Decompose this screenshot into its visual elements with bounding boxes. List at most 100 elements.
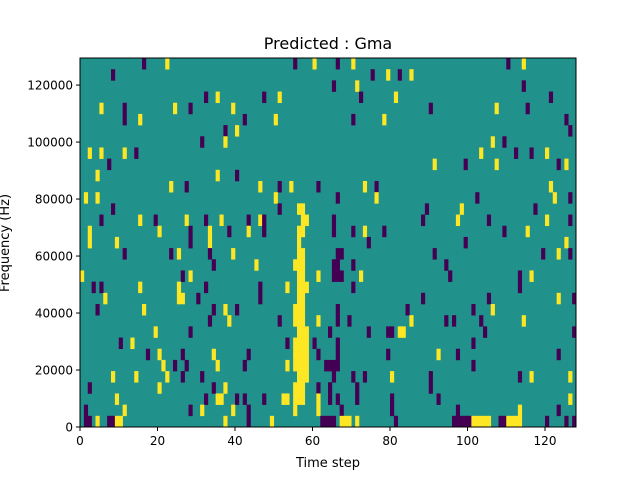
heatmap-cell	[564, 236, 569, 249]
heatmap-cell	[556, 292, 561, 305]
heatmap-cell	[463, 236, 468, 249]
heatmap-cell	[211, 382, 216, 394]
heatmap-cell	[335, 304, 340, 316]
heatmap-cell	[227, 225, 232, 238]
heatmap-cell	[331, 259, 340, 271]
heatmap-cell	[231, 102, 236, 115]
heatmap-cell	[176, 292, 185, 305]
heatmap-cell	[122, 102, 127, 115]
heatmap-cell	[421, 214, 426, 227]
heatmap-cell	[564, 415, 569, 428]
heatmap-cell	[246, 415, 251, 428]
heatmap-cell	[409, 69, 414, 81]
heatmap-cell	[246, 348, 251, 361]
heatmap-cell	[444, 315, 449, 327]
heatmap-cell	[204, 281, 209, 294]
heatmap-cell	[223, 382, 228, 394]
heatmap-cell	[331, 214, 337, 227]
heatmap-cell	[188, 326, 193, 338]
heatmap-cell	[397, 326, 406, 338]
heatmap-cell	[235, 393, 240, 405]
heatmap-cell	[390, 393, 395, 405]
heatmap-cell	[448, 270, 453, 282]
heatmap-cell	[87, 147, 92, 159]
heatmap-cell	[211, 348, 216, 361]
heatmap-cell	[386, 348, 391, 361]
heatmap-cell	[235, 169, 240, 182]
heatmap-cell	[246, 225, 251, 238]
heatmap-cell	[572, 326, 577, 338]
heatmap-cell	[180, 371, 185, 383]
heatmap-cell	[145, 348, 151, 361]
heatmap-cell	[173, 359, 178, 372]
x-tick-label: 100	[456, 434, 479, 448]
heatmap-cell	[331, 80, 337, 92]
heatmap-cell	[355, 382, 360, 394]
y-axis-label: Frequency (Hz)	[0, 194, 13, 292]
heatmap-cell	[227, 315, 232, 327]
heatmap-cell	[428, 102, 433, 115]
heatmap-cell	[471, 359, 476, 372]
heatmap-cell	[161, 359, 166, 372]
heatmap-cell	[138, 281, 143, 294]
x-axis-ticks: 0 20 40 60 80 100 120	[76, 427, 556, 448]
heatmap-cell	[331, 371, 337, 383]
heatmap-cell	[176, 281, 182, 294]
heatmap-cell	[556, 248, 561, 260]
heatmap-cell	[134, 371, 139, 383]
heatmap-cell	[111, 69, 116, 81]
heatmap-cell	[393, 91, 399, 104]
heatmap-cell	[556, 158, 561, 171]
heatmap-cell	[351, 225, 356, 238]
heatmap-cells	[80, 58, 577, 428]
heatmap-cell	[529, 270, 534, 282]
heatmap-cell	[564, 113, 569, 126]
heatmap-cell	[475, 192, 480, 204]
heatmap-cell	[95, 169, 100, 182]
heatmap-cell	[246, 214, 251, 227]
heatmap-cell	[517, 404, 523, 417]
heatmap-cell	[432, 158, 437, 171]
heatmap-cell	[277, 203, 282, 215]
heatmap-cell	[293, 304, 306, 316]
heatmap-cell	[545, 415, 550, 428]
x-tick-label: 80	[382, 434, 397, 448]
x-tick-label: 0	[76, 434, 84, 448]
heatmap-cell	[521, 315, 526, 327]
heatmap-cell	[355, 415, 360, 428]
heatmap-cell	[390, 404, 395, 417]
heatmap-cell	[99, 147, 104, 159]
heatmap-cell	[223, 415, 228, 428]
heatmap-cell	[242, 359, 247, 372]
heatmap-cell	[490, 304, 495, 316]
heatmap-cell	[188, 404, 193, 417]
heatmap-cell	[273, 113, 278, 126]
heatmap-cell	[297, 236, 302, 249]
heatmap-cell	[258, 181, 263, 193]
heatmap-cell	[215, 91, 220, 104]
heatmap-cell	[428, 371, 433, 383]
heatmap-cell	[370, 69, 375, 81]
heatmap-cell	[87, 382, 92, 394]
heatmap-cell	[204, 91, 209, 104]
y-tick-label: 120000	[27, 79, 73, 93]
heatmap-cell	[386, 326, 395, 338]
heatmap-cell	[157, 225, 162, 238]
heatmap-cell	[525, 102, 530, 115]
heatmap-cell	[355, 80, 360, 92]
heatmap-cell	[362, 181, 368, 193]
heatmap-cell	[359, 270, 364, 282]
heatmap-cell	[200, 404, 205, 417]
heatmap-cell	[517, 270, 523, 282]
heatmap-cell	[289, 181, 294, 193]
heatmap-cell	[157, 382, 162, 394]
x-axis-label: Time step	[295, 456, 360, 471]
heatmap-cell	[436, 348, 441, 361]
heatmap-cell	[514, 147, 519, 159]
heatmap-cell	[114, 236, 120, 249]
heatmap-cell	[452, 415, 472, 428]
heatmap-cell	[533, 203, 538, 215]
heatmap-cell	[479, 147, 484, 159]
heatmap-cell	[285, 359, 290, 372]
heatmap-cell	[355, 393, 360, 405]
